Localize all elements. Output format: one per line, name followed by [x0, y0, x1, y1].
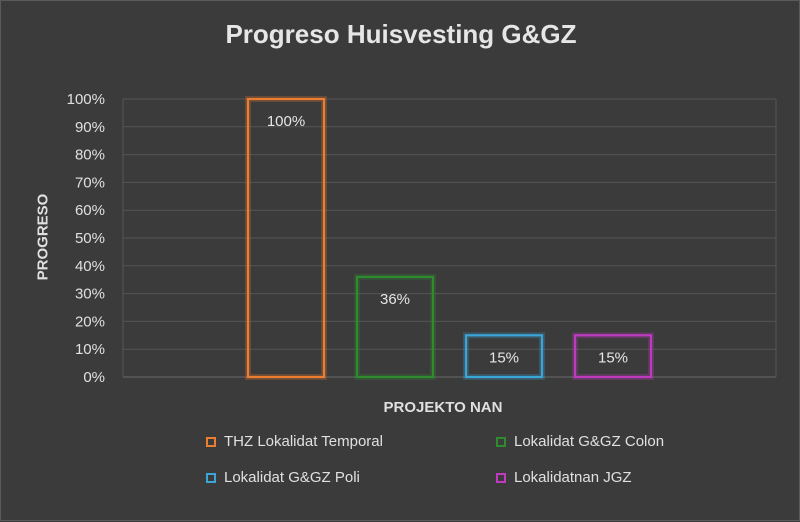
legend-item: Lokalidatnan JGZ [496, 469, 632, 486]
data-label: 36% [380, 291, 410, 308]
legend-label: Lokalidatnan JGZ [514, 469, 632, 486]
data-label: 100% [267, 113, 305, 130]
data-label: 15% [489, 349, 519, 366]
y-tick-label: 0% [83, 369, 105, 386]
y-axis-label: PROGRESO [34, 193, 52, 281]
legend-swatch [206, 472, 216, 483]
legend-item: THZ Lokalidat Temporal [206, 433, 383, 450]
x-axis-label: PROJEKTO NAN [383, 399, 503, 416]
legend-item: Lokalidat G&GZ Poli [206, 469, 360, 486]
legend-label: THZ Lokalidat Temporal [224, 433, 383, 450]
legend-label: Lokalidat G&GZ Colon [514, 433, 665, 450]
bar [355, 275, 435, 379]
legend: THZ Lokalidat Temporal Lokalidat G&GZ Col… [206, 433, 726, 497]
bar [246, 97, 326, 379]
y-tick-label: 80% [75, 147, 105, 164]
legend-label: Lokalidat G&GZ Poli [224, 469, 360, 486]
y-tick-label: 20% [75, 313, 105, 330]
y-tick-label: 90% [75, 119, 105, 136]
legend-swatch [496, 436, 506, 447]
y-tick-label: 30% [75, 286, 105, 303]
legend-swatch [206, 436, 216, 447]
legend-item: Lokalidat G&GZ Colon [496, 433, 664, 450]
bar [464, 334, 544, 379]
y-tick-label: 100% [67, 91, 105, 108]
data-label: 15% [598, 349, 628, 366]
bar [573, 334, 653, 379]
legend-swatch [496, 472, 506, 483]
y-tick-label: 50% [75, 230, 105, 247]
y-tick-label: 60% [75, 202, 105, 219]
chart-title: Progreso Huisvesting G&GZ [225, 19, 577, 49]
y-tick-label: 10% [75, 341, 105, 358]
y-tick-label: 40% [75, 258, 105, 275]
y-tick-label: 70% [75, 174, 105, 191]
